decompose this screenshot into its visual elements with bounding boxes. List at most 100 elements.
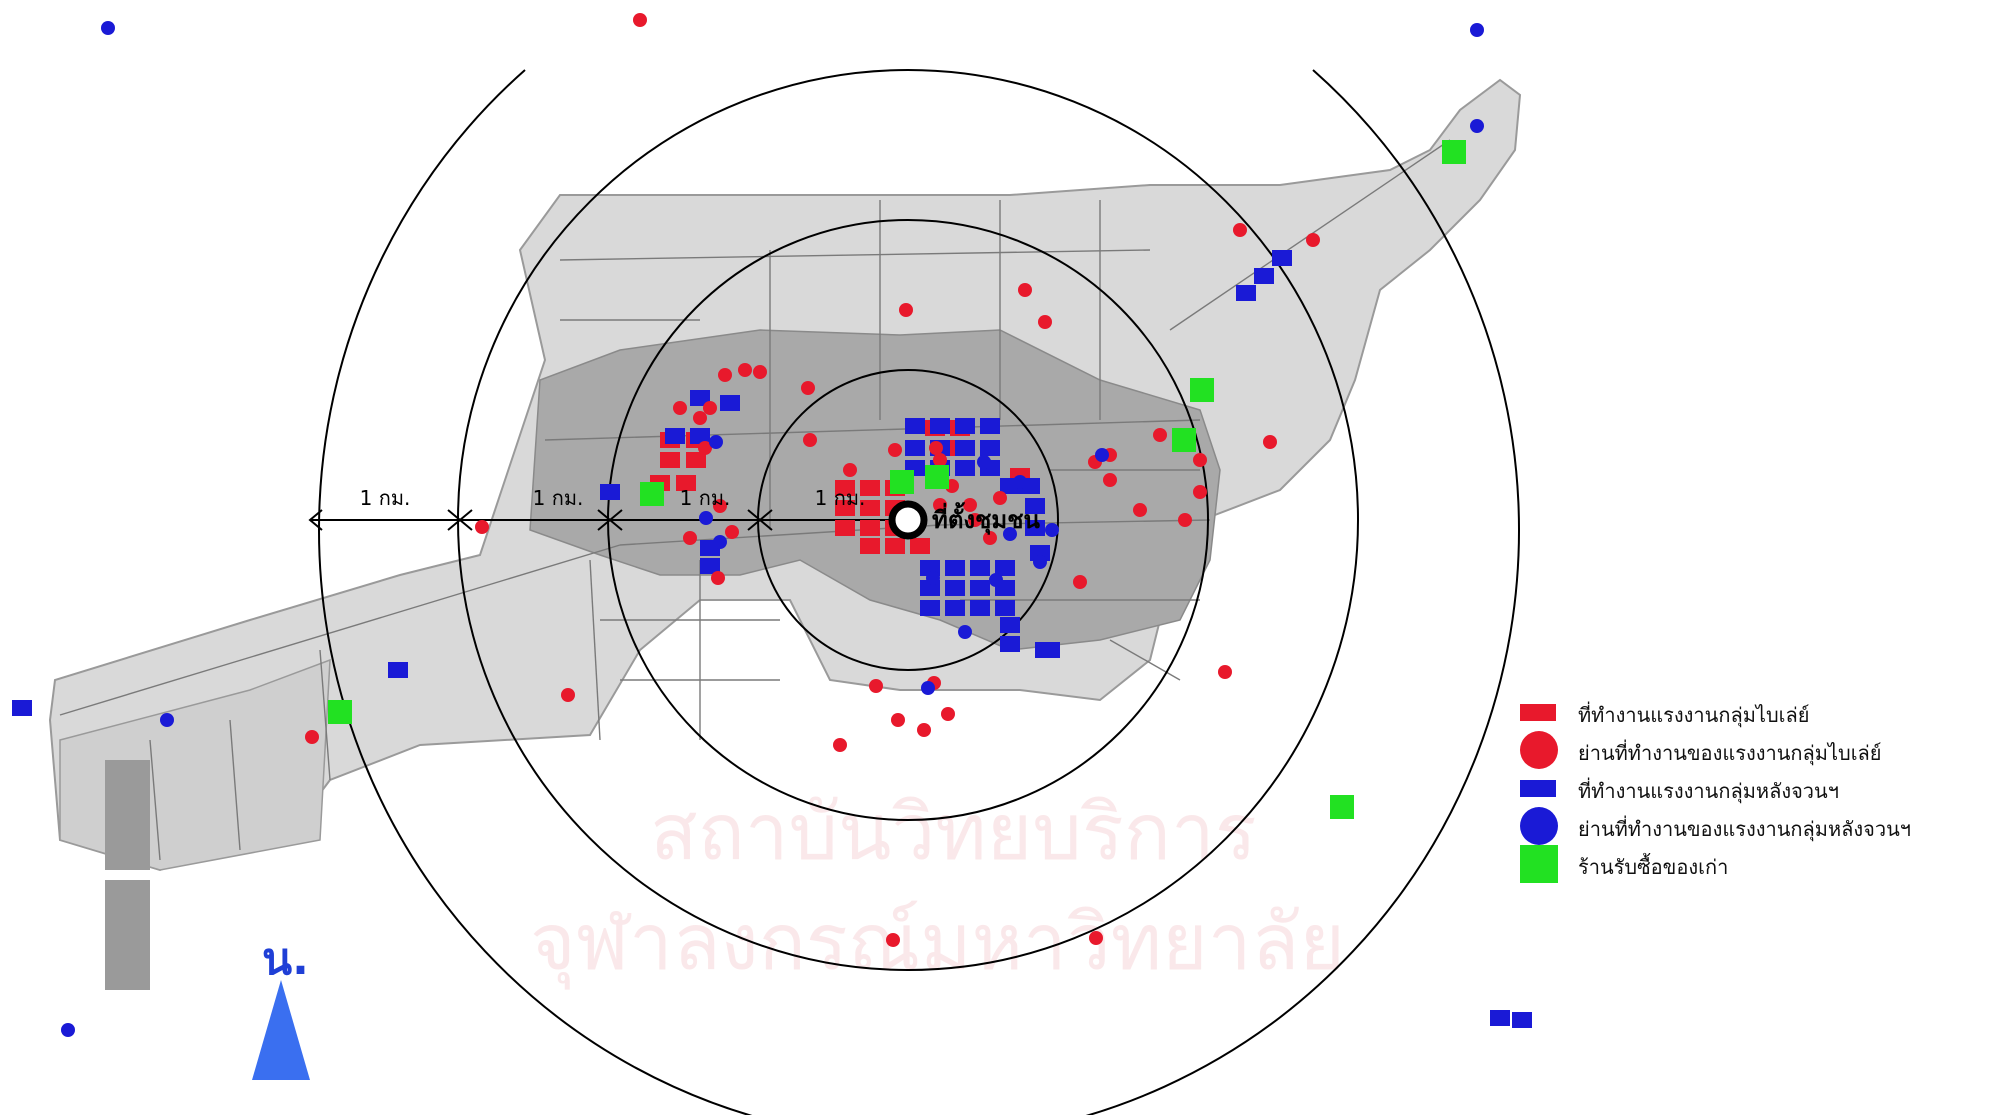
legend-label: ย่านที่ทำงานของแรงงานกลุ่มไบเล่ย์ — [1578, 741, 1882, 765]
bulk-area-marker — [1470, 23, 1484, 37]
bike-area-marker — [963, 498, 977, 512]
bike-area-marker — [968, 513, 982, 527]
bulk-workplace-marker — [905, 440, 925, 456]
legend-item-bulk-workplace: ที่ทำงานแรงงานกลุ่มหลังจวนฯ — [1520, 771, 1990, 809]
bulk-workplace-marker — [955, 460, 975, 476]
bulk-workplace-marker — [1272, 250, 1292, 266]
distance-label-3: 1 กม. — [680, 486, 731, 510]
bike-area-marker — [1218, 665, 1232, 679]
bike-area-marker — [929, 441, 943, 455]
legend-item-bike-area: ย่านที่ทำงานของแรงงานกลุ่มไบเล่ย์ — [1520, 731, 1990, 771]
bike-area-marker — [941, 707, 955, 721]
bulk-workplace-marker — [1254, 268, 1274, 284]
red-circle-icon — [1520, 731, 1558, 769]
bike-area-marker — [305, 730, 319, 744]
bike-area-marker — [753, 365, 767, 379]
bike-area-marker — [1103, 473, 1117, 487]
blue-circle-icon — [1520, 807, 1558, 845]
bike-area-marker — [703, 401, 717, 415]
junk-shop-marker — [925, 465, 949, 489]
bike-area-marker — [888, 443, 902, 457]
bulk-workplace-marker — [980, 418, 1000, 434]
bike-area-marker — [561, 688, 575, 702]
watermark-line-2: จุฬาลงกรณ์มหาวิทยาลัย — [530, 898, 1346, 988]
legend-label: ที่ทำงานแรงงานกลุ่มไบเล่ย์ — [1578, 703, 1810, 727]
green-square-icon — [1520, 845, 1558, 883]
bulk-area-marker — [989, 573, 1003, 587]
bulk-area-marker — [713, 535, 727, 549]
distance-label-1: 1 กม. — [360, 486, 411, 510]
bulk-workplace-marker — [690, 428, 710, 444]
legend-item-junk-shop: ร้านรับซื้อของเก่า — [1520, 845, 1990, 885]
bulk-area-marker — [699, 511, 713, 525]
junk-shop-marker — [1330, 795, 1354, 819]
bike-area-marker — [673, 401, 687, 415]
community-center-marker[interactable] — [888, 500, 928, 540]
bulk-workplace-marker — [600, 484, 620, 500]
bike-area-marker — [1263, 435, 1277, 449]
bike-area-marker — [1178, 513, 1192, 527]
bike-area-marker — [1153, 428, 1167, 442]
bulk-area-marker — [1095, 448, 1109, 462]
bike-area-marker — [1133, 503, 1147, 517]
bike-area-marker — [1193, 453, 1207, 467]
legend-label: ย่านที่ทำงานของแรงงานกลุ่มหลังจวนฯ — [1578, 817, 1912, 841]
bulk-workplace-marker — [945, 600, 965, 616]
bike-area-marker — [1233, 223, 1247, 237]
bulk-workplace-marker — [1000, 636, 1020, 652]
bulk-workplace-marker — [920, 600, 940, 616]
bulk-area-marker — [101, 21, 115, 35]
bike-workplace-marker — [676, 475, 696, 491]
red-rect-icon — [1520, 704, 1556, 721]
bulk-workplace-marker — [388, 662, 408, 678]
bulk-workplace-marker — [1035, 642, 1055, 658]
bike-area-marker — [711, 571, 725, 585]
bike-area-marker — [1038, 315, 1052, 329]
distance-arrows — [308, 509, 910, 531]
bike-area-marker — [843, 463, 857, 477]
dark-parcel-2 — [105, 880, 150, 990]
bulk-workplace-marker — [1030, 545, 1050, 561]
bulk-area-marker — [977, 455, 991, 469]
bulk-area-marker — [1033, 555, 1047, 569]
distance-label-2: 1 กม. — [533, 486, 584, 510]
bulk-workplace-marker — [1025, 498, 1045, 514]
bulk-area-marker — [61, 1023, 75, 1037]
bulk-area-marker — [160, 713, 174, 727]
bulk-workplace-marker — [1000, 617, 1020, 633]
bike-workplace-marker — [835, 480, 855, 496]
bulk-workplace-marker — [700, 558, 720, 574]
legend-item-bulk-area: ย่านที่ทำงานของแรงงานกลุ่มหลังจวนฯ — [1520, 807, 1990, 847]
legend-label: ร้านรับซื้อของเก่า — [1578, 855, 1729, 879]
junk-shop-marker — [1190, 378, 1214, 402]
bulk-area-marker — [926, 571, 940, 585]
junk-shop-marker — [890, 470, 914, 494]
distance-label-4: 1 กม. — [815, 486, 866, 510]
dark-parcel-1 — [105, 760, 150, 870]
bike-area-marker — [891, 713, 905, 727]
bike-area-marker — [1073, 575, 1087, 589]
bike-workplace-marker — [660, 452, 680, 468]
bulk-workplace-marker — [970, 580, 990, 596]
bulk-workplace-marker — [980, 440, 1000, 456]
bulk-workplace-marker — [970, 560, 990, 576]
bulk-area-marker — [709, 435, 723, 449]
bulk-workplace-marker — [690, 390, 710, 406]
bulk-area-marker — [1045, 523, 1059, 537]
bike-area-marker — [1089, 931, 1103, 945]
road-network — [59, 139, 1451, 861]
bulk-workplace-marker — [1512, 1012, 1532, 1028]
bike-area-marker — [899, 303, 913, 317]
bike-workplace-marker — [860, 480, 880, 496]
bike-area-marker — [633, 13, 647, 27]
junk-shop-marker — [1442, 140, 1466, 164]
bulk-area-marker — [921, 681, 935, 695]
legend: ที่ทำงานแรงงานกลุ่มไบเล่ย์ ย่านที่ทำงานข… — [1520, 695, 1990, 885]
bulk-workplace-marker — [720, 395, 740, 411]
bike-workplace-marker — [686, 452, 706, 468]
north-arrow-icon — [252, 980, 310, 1080]
bulk-workplace-marker — [905, 418, 925, 434]
bulk-area-marker — [958, 625, 972, 639]
bike-workplace-marker — [885, 538, 905, 554]
bulk-area-marker — [1003, 527, 1017, 541]
